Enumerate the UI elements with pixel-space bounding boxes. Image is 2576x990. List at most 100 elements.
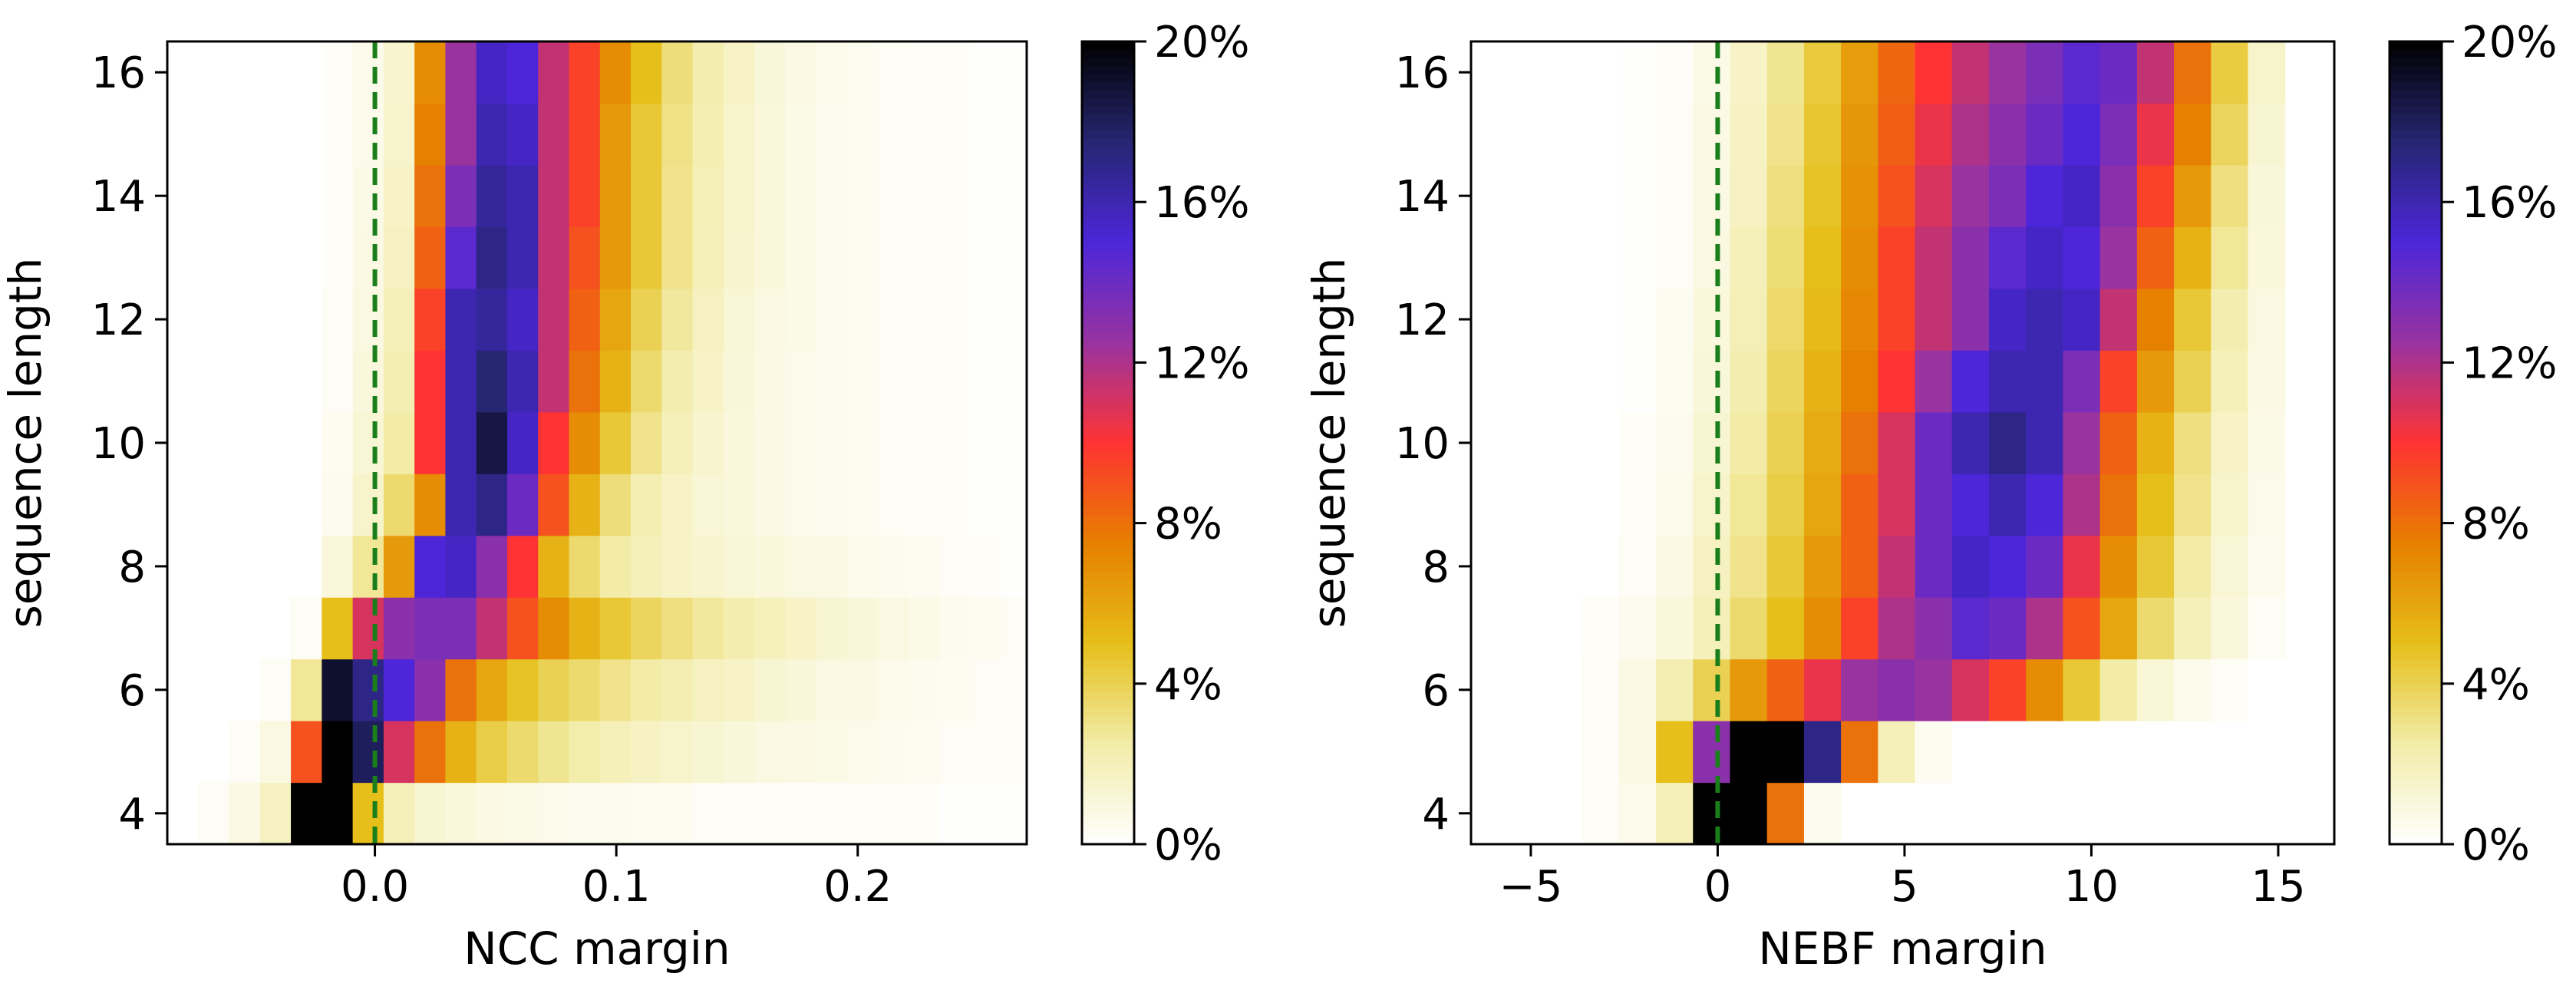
heatmap-cell <box>1915 535 1953 598</box>
heatmap-cell <box>599 474 632 536</box>
colorbar-segment <box>2390 290 2442 299</box>
colorbar-segment <box>1082 474 1134 483</box>
heatmap-cell <box>1618 535 1657 598</box>
colorbar-segment <box>1082 539 1134 548</box>
colorbar-segment <box>1082 354 1134 363</box>
heatmap-cell <box>1618 103 1657 166</box>
colorbar-segment <box>2390 170 2442 179</box>
heatmap-cell <box>599 782 632 844</box>
colorbar-segment <box>1082 258 1134 267</box>
heatmap-cell <box>692 164 724 227</box>
colorbar-segment <box>2390 338 2442 348</box>
heatmap-cell <box>2099 535 2138 598</box>
colorbar-segment <box>1082 546 1134 556</box>
colorbar-segment <box>2390 708 2442 717</box>
heatmap-cell <box>506 41 539 104</box>
heatmap-cell <box>846 721 879 784</box>
heatmap-cell <box>2063 597 2101 660</box>
heatmap-cell <box>1001 658 1027 721</box>
heatmap-cell <box>631 350 662 413</box>
colorbar-segment <box>1082 579 1134 588</box>
heatmap-cell <box>1618 658 1657 721</box>
colorbar-segment <box>1082 467 1134 476</box>
heatmap-cell <box>2248 411 2286 474</box>
colorbar-segment <box>2390 820 2442 829</box>
heatmap-cell <box>1803 721 1842 784</box>
heatmap-cell <box>352 41 384 104</box>
heatmap-cell <box>1915 658 1953 721</box>
heatmap-cell <box>1730 474 1768 536</box>
heatmap-cell <box>785 474 817 536</box>
heatmap-cell <box>383 41 415 104</box>
heatmap-cell <box>322 288 354 351</box>
heatmap-cell <box>1730 164 1768 227</box>
colorbar-segment <box>2390 130 2442 139</box>
heatmap-cell <box>352 658 384 721</box>
heatmap-cell <box>352 350 384 413</box>
heatmap-cell <box>692 597 724 660</box>
heatmap-cell <box>1878 164 1916 227</box>
heatmap-cell <box>846 474 879 536</box>
heatmap-cell <box>785 226 817 289</box>
heatmap-cell <box>1951 411 1990 474</box>
heatmap-cell <box>2174 350 2212 413</box>
colorbar-segment <box>1082 394 1134 404</box>
colorbar-segment <box>1082 427 1134 436</box>
heatmap-cell <box>1766 164 1805 227</box>
heatmap-cell <box>878 350 910 413</box>
colorbar-tick-label: 8% <box>1154 500 1222 549</box>
heatmap-cell <box>661 782 694 844</box>
heatmap-cell <box>383 535 415 598</box>
heatmap-cell <box>939 350 971 413</box>
heatmap-cell <box>692 288 724 351</box>
heatmap-cell <box>816 658 848 721</box>
heatmap-cell <box>2174 288 2212 351</box>
heatmap-cell <box>1989 41 2027 104</box>
heatmap-cell <box>352 164 384 227</box>
heatmap-cell <box>445 288 477 351</box>
heatmap-cell <box>971 164 1002 227</box>
heatmap-cell <box>1656 350 1694 413</box>
colorbar-segment <box>1082 740 1134 749</box>
heatmap-cell <box>631 658 662 721</box>
heatmap-cell <box>2099 103 2138 166</box>
heatmap-cell <box>1766 474 1805 536</box>
colorbar-segment <box>1082 820 1134 829</box>
y-tick-label: 12 <box>1395 295 1450 345</box>
heatmap-cell <box>1841 721 1878 784</box>
colorbar-segment <box>1082 499 1134 508</box>
colorbar-segment <box>1082 346 1134 355</box>
colorbar-segment <box>1082 186 1134 195</box>
heatmap-cell <box>1878 597 1916 660</box>
heatmap-cell <box>1841 535 1878 598</box>
heatmap-cell <box>1766 597 1805 660</box>
colorbar-segment <box>2390 394 2442 404</box>
heatmap-cell <box>2099 41 2138 104</box>
heatmap-cell <box>569 658 601 721</box>
heatmap-cell <box>2174 411 2212 474</box>
heatmap-cell <box>1951 350 1990 413</box>
heatmap-cell <box>1878 658 1916 721</box>
heatmap-cell <box>538 103 570 166</box>
heatmap-cell <box>1915 721 1953 784</box>
heatmap-cell <box>1878 41 1916 104</box>
heatmap-cell <box>878 103 910 166</box>
heatmap-cell <box>785 288 817 351</box>
colorbar-segment <box>1082 764 1134 773</box>
heatmap-cell <box>785 658 817 721</box>
heatmap-cell <box>538 164 570 227</box>
heatmap-cell <box>476 288 508 351</box>
y-tick-label: 6 <box>1422 666 1450 716</box>
heatmap-cell <box>569 721 601 784</box>
heatmap-cell <box>1951 288 1990 351</box>
heatmap-cell <box>1766 782 1805 844</box>
heatmap-cell <box>1730 41 1768 104</box>
heatmap-cell <box>414 411 447 474</box>
heatmap-cell <box>661 658 694 721</box>
heatmap-cell <box>1001 721 1027 784</box>
colorbar-segment <box>1082 411 1134 420</box>
heatmap-cell <box>322 474 354 536</box>
colorbar-segment <box>2390 755 2442 764</box>
heatmap-cell <box>846 164 879 227</box>
colorbar-segment <box>1082 105 1134 114</box>
